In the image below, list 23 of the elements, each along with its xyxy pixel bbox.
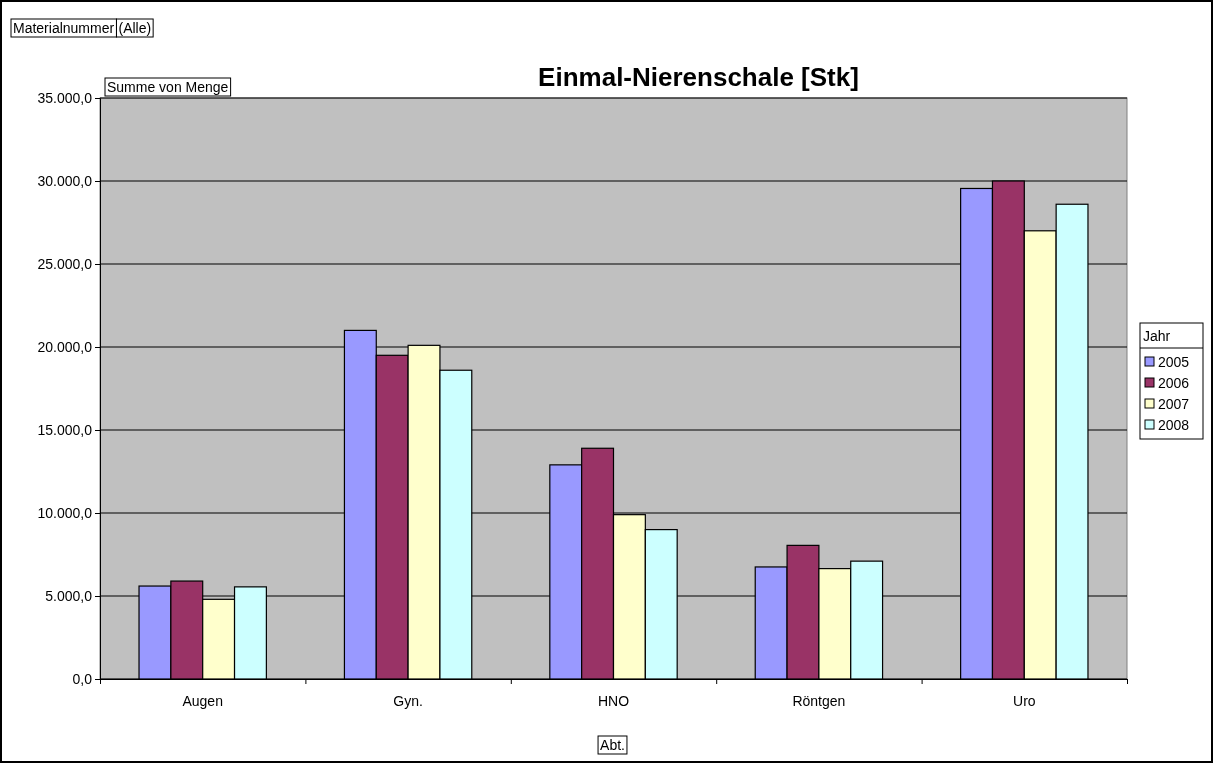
x-tick-label: Augen [182, 693, 223, 709]
y-tick-label: 35.000,0 [37, 89, 93, 106]
x-tick-label: Röntgen [792, 693, 846, 709]
legend-label: 2005 [1158, 354, 1190, 370]
x-tick-label: HNO [597, 693, 630, 709]
chart-title: Einmal-Nierenschale [Stk] [538, 62, 859, 92]
legend-label: 2007 [1158, 396, 1190, 412]
y-tick-label: 25.000,0 [37, 255, 93, 272]
y-tick-label: 5.000,0 [45, 587, 93, 604]
y-tick-label: 15.000,0 [37, 421, 93, 438]
x-tick-label: Uro [1013, 693, 1036, 709]
legend-label: 2008 [1158, 417, 1190, 433]
y-axis-title: Summe von Menge [107, 79, 229, 95]
y-tick-label: 30.000,0 [37, 172, 93, 189]
x-tick-label: Gyn. [393, 693, 423, 709]
text: (Alle) [118, 20, 152, 36]
text: Materialnummer [13, 20, 115, 36]
legend-title: Jahr [1143, 328, 1171, 344]
x-axis-title: Abt. [600, 737, 625, 753]
y-tick-label: 10.000,0 [37, 504, 93, 521]
y-tick-label: 20.000,0 [37, 338, 93, 355]
legend-label: 2006 [1158, 375, 1190, 391]
y-tick-label: 0,0 [72, 670, 93, 687]
